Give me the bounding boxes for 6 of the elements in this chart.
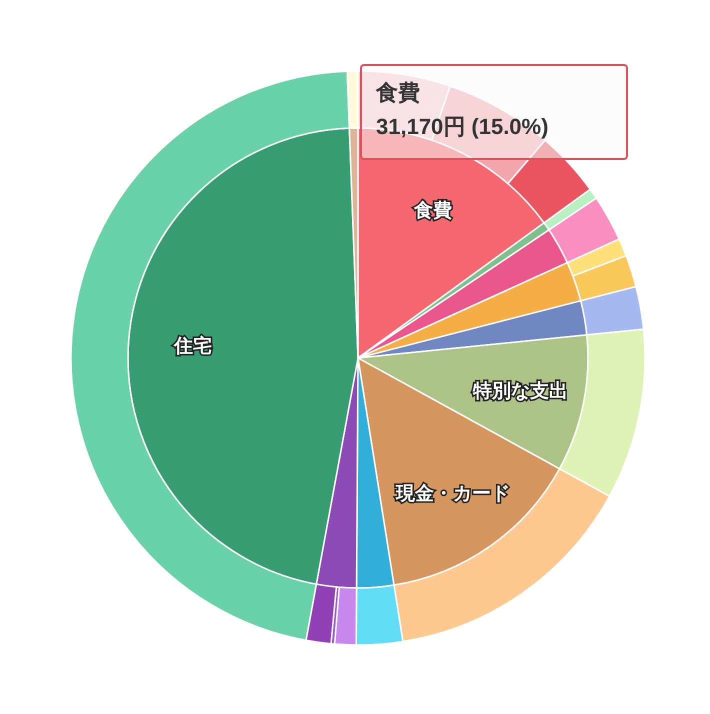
text: 31,170円 (15.0%) xyxy=(376,114,548,139)
slice-label: 現金・カード xyxy=(395,482,510,504)
slice-label: 食費 xyxy=(413,199,452,222)
text: 食費 xyxy=(375,80,420,105)
slice-label: 特別な支出 xyxy=(472,380,568,402)
slice-label: 住宅 xyxy=(172,335,212,358)
